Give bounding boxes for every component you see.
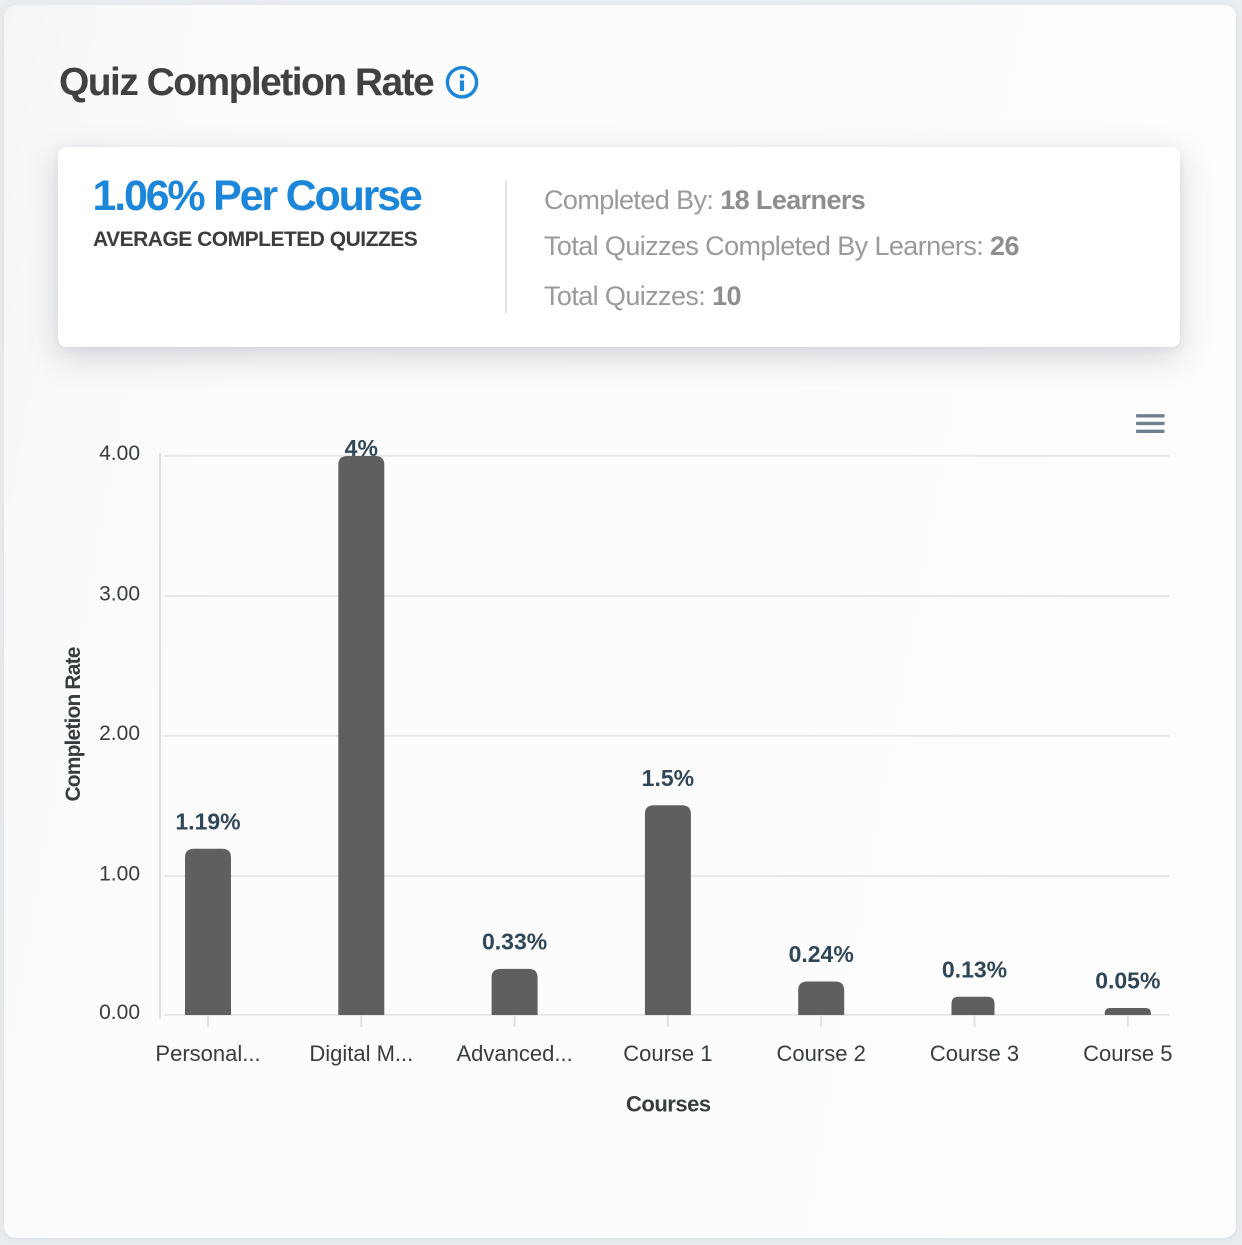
svg-text:0.13%: 0.13%: [942, 957, 1007, 983]
svg-text:Personal...: Personal...: [155, 1041, 260, 1066]
svg-text:Course 3: Course 3: [930, 1041, 1019, 1066]
svg-text:Course 2: Course 2: [777, 1041, 866, 1066]
svg-text:0.00: 0.00: [99, 1001, 140, 1024]
svg-text:Digital M...: Digital M...: [309, 1041, 413, 1066]
svg-text:Completion Rate: Completion Rate: [62, 647, 85, 801]
svg-text:0.24%: 0.24%: [789, 941, 854, 967]
svg-text:0.05%: 0.05%: [1095, 968, 1160, 994]
svg-text:0.33%: 0.33%: [482, 929, 547, 955]
svg-text:Course 5: Course 5: [1083, 1041, 1172, 1066]
svg-text:3.00: 3.00: [99, 582, 140, 605]
svg-text:2.00: 2.00: [99, 722, 140, 745]
svg-text:1.00: 1.00: [99, 862, 140, 885]
svg-text:4.00: 4.00: [99, 442, 140, 465]
svg-text:1.19%: 1.19%: [175, 808, 240, 834]
svg-text:Course 1: Course 1: [623, 1041, 712, 1066]
svg-text:Advanced...: Advanced...: [457, 1041, 573, 1066]
svg-text:1.5%: 1.5%: [642, 765, 694, 791]
svg-text:4%: 4%: [345, 435, 378, 461]
svg-text:Courses: Courses: [626, 1092, 711, 1117]
